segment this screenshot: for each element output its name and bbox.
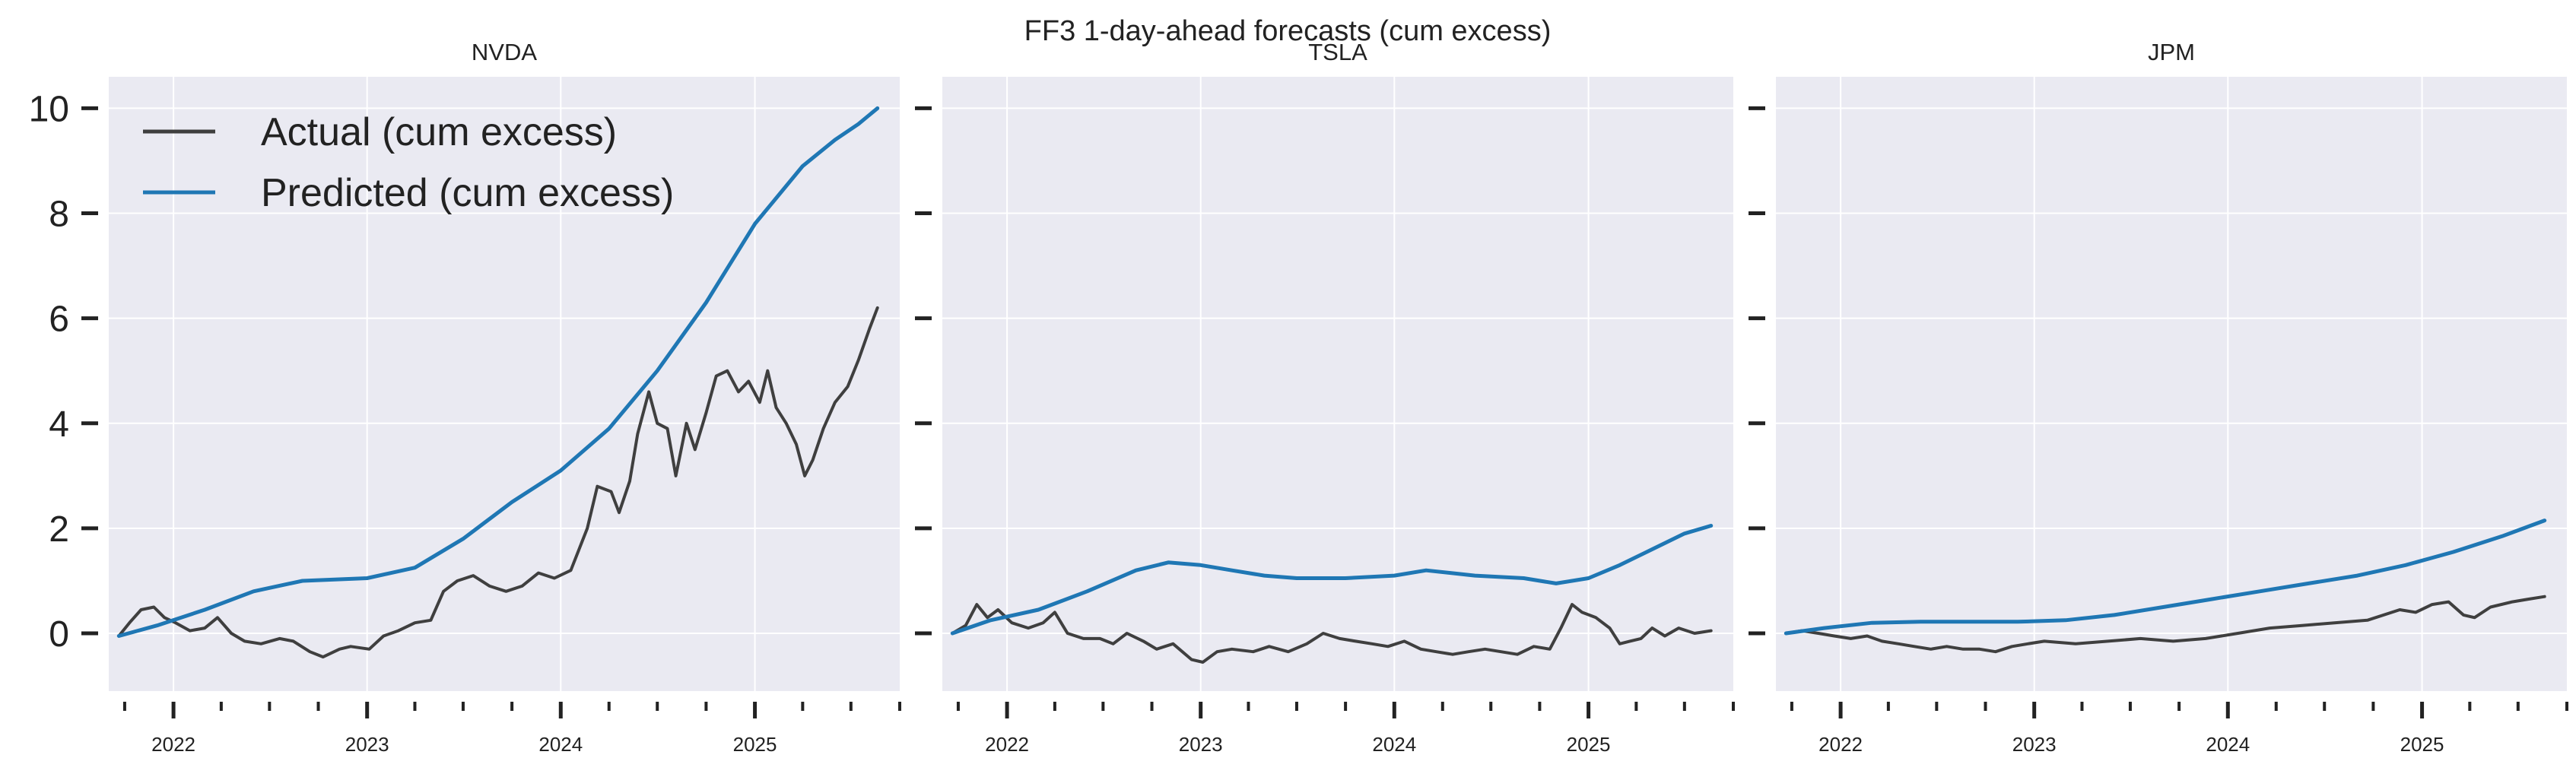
subplot-title: TSLA: [1308, 39, 1367, 65]
subplot-title: NVDA: [472, 39, 537, 65]
subplot-tsla: 2022 2023 2024 2025 TSLA: [915, 39, 1735, 756]
subplot-title: JPM: [2148, 39, 2195, 65]
x-tick-label: 2023: [1179, 733, 1223, 756]
series-line-actual: [117, 306, 879, 659]
plot-area: [1776, 77, 2567, 691]
x-tick-label: 2024: [1372, 733, 1416, 756]
y-tick-label: 4: [49, 404, 69, 445]
figure-suptitle: FF3 1-day-ahead forecasts (cum excess): [1024, 15, 1552, 47]
subplot-panels: 0 2 4 6 8 10 2022 2023 2024 2025 NVDA Actual (cum e…: [29, 39, 2568, 756]
plot-area: [942, 77, 1733, 691]
legend-label: Actual (cum excess): [261, 110, 617, 154]
y-tick-label: 10: [29, 89, 69, 129]
y-tick-label: 0: [49, 614, 69, 655]
y-tick-label: 8: [49, 195, 69, 235]
y-tick-label: 6: [49, 300, 69, 340]
x-tick-label: 2025: [2400, 733, 2444, 756]
legend: Actual (cum excess) Predicted (cum excess…: [143, 110, 674, 215]
x-tick-label: 2024: [2206, 733, 2250, 756]
x-tick-label: 2023: [2012, 733, 2057, 756]
x-tick-label: 2023: [345, 733, 389, 756]
x-tick-label: 2025: [1567, 733, 1611, 756]
series-line-actual: [951, 603, 1713, 664]
x-tick-label: 2024: [538, 733, 583, 756]
x-tick-label: 2025: [733, 733, 777, 756]
subplot-jpm: 2022 2023 2024 2025 JPM: [1749, 39, 2568, 756]
x-tick-label: 2022: [1818, 733, 1863, 756]
x-tick-label: 2022: [985, 733, 1029, 756]
series-line-actual: [1784, 595, 2546, 654]
x-tick-label: 2022: [151, 733, 195, 756]
plot-area: [109, 77, 900, 691]
series-line-predicted: [1784, 519, 2547, 636]
series-line-predicted: [950, 524, 1714, 636]
subplot-nvda: 0 2 4 6 8 10 2022 2023 2024 2025 NVDA Actual (cum e…: [29, 39, 901, 756]
legend-label: Predicted (cum excess): [261, 171, 674, 215]
series-line-predicted: [116, 106, 880, 638]
y-tick-label: 2: [49, 509, 69, 550]
